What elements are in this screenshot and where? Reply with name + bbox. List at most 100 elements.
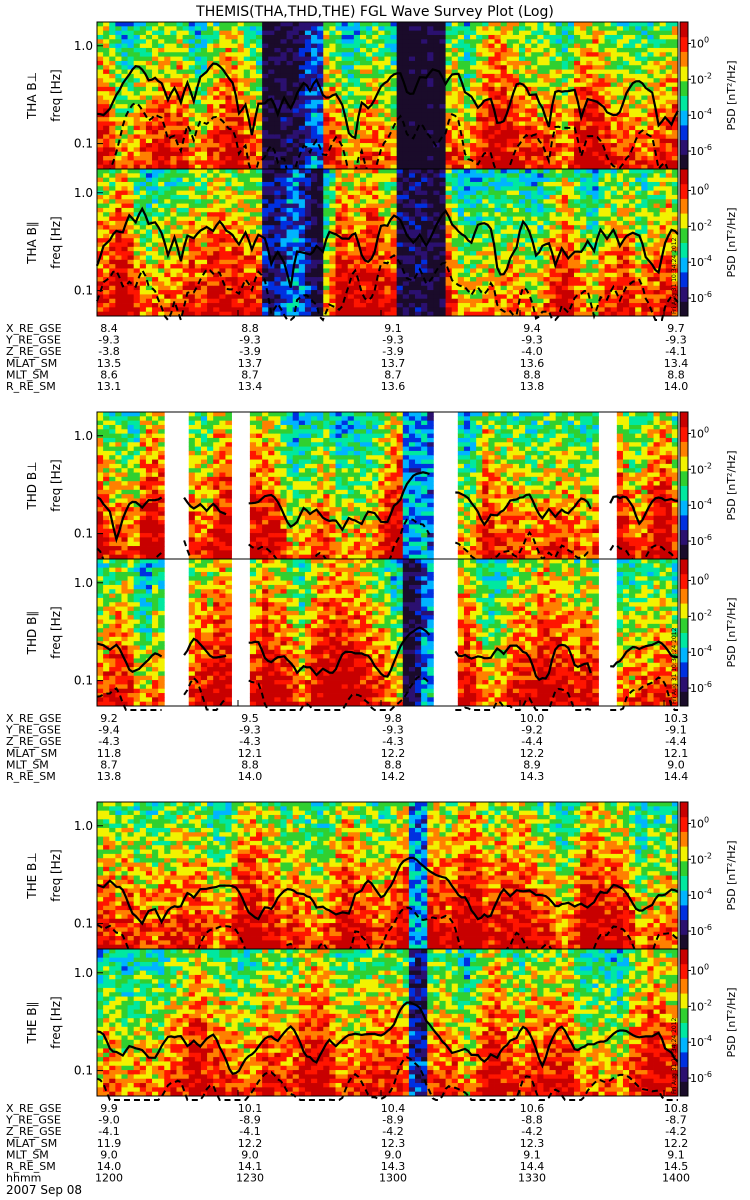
spectrogram-cell xyxy=(555,151,563,157)
spectrogram-cell xyxy=(396,47,404,53)
spectrogram-cell xyxy=(574,22,581,27)
spectrogram-cell xyxy=(164,199,171,204)
spectrogram-cell xyxy=(268,82,275,88)
spectrogram-cell xyxy=(280,251,287,256)
spectrogram-cell xyxy=(286,160,294,166)
spectrogram-cell xyxy=(317,199,324,204)
spectrogram-cell xyxy=(347,229,355,235)
spectrogram-cell xyxy=(384,277,391,282)
spectrogram-cell xyxy=(359,151,367,157)
spectrogram-cell xyxy=(280,294,287,300)
spectrogram-cell xyxy=(470,47,477,53)
spectrogram-cell xyxy=(274,173,281,179)
spectrogram-cell xyxy=(390,52,398,57)
spectrogram-cell xyxy=(512,99,520,105)
spectrogram-cell xyxy=(182,199,190,204)
spectrogram-cell xyxy=(182,173,190,179)
spectrogram-cell xyxy=(158,26,165,32)
spectrogram-cell xyxy=(671,26,679,32)
spectrogram-cell xyxy=(384,272,391,278)
spectrogram-cell xyxy=(109,272,116,278)
spectrogram-cell xyxy=(188,298,196,304)
spectrogram-cell xyxy=(317,203,324,209)
spectrogram-cell xyxy=(574,60,581,66)
spectrogram-cell xyxy=(311,164,318,170)
spectrogram-cell xyxy=(133,186,141,192)
spectrogram-cell xyxy=(335,212,343,217)
spectrogram-cell xyxy=(127,86,135,92)
spectrogram-cell xyxy=(286,156,294,161)
spectrogram-cell xyxy=(347,117,355,122)
spectrogram-cell xyxy=(219,264,226,269)
spectrogram-cell xyxy=(353,268,361,274)
spectrogram-cell xyxy=(103,78,110,83)
spectrogram-cell xyxy=(194,238,202,243)
spectrogram-cell xyxy=(457,60,465,66)
spectrogram-cell xyxy=(219,199,226,204)
spectrogram-cell xyxy=(200,246,208,252)
spectrogram-cell xyxy=(580,65,587,70)
spectrogram-cell xyxy=(347,199,355,204)
spectrogram-cell xyxy=(372,207,379,213)
spectrogram-cell xyxy=(256,203,263,209)
spectrogram-cell xyxy=(390,160,398,166)
spectrogram-cell xyxy=(256,130,263,135)
spectrogram-cell xyxy=(194,311,202,317)
spectrogram-cell xyxy=(647,130,654,135)
spectrogram-cell xyxy=(127,138,135,144)
spectrogram-cell xyxy=(433,134,440,140)
spectrogram-cell xyxy=(304,78,312,83)
spectrogram-cell xyxy=(194,264,202,269)
spectrogram-cell xyxy=(207,285,214,291)
spectrogram-cell xyxy=(323,108,330,114)
spectrogram-cell xyxy=(586,125,593,131)
spectrogram-cell xyxy=(341,26,349,32)
spectrogram-cell xyxy=(433,160,440,166)
spectrogram-cell xyxy=(647,65,654,70)
spectrogram-cell xyxy=(384,30,391,36)
spectrogram-cell xyxy=(616,156,624,161)
spectrogram-cell xyxy=(97,194,104,200)
spectrogram-cell xyxy=(256,238,263,243)
spectrogram-cell xyxy=(323,30,330,36)
spectrogram-cell xyxy=(286,285,294,291)
spectrogram-cell xyxy=(280,112,287,118)
spectrogram-cell xyxy=(366,121,373,127)
spectrogram-cell xyxy=(249,229,257,235)
spectrogram-cell xyxy=(274,104,281,109)
spectrogram-cell xyxy=(531,22,538,27)
spectrogram-cell xyxy=(427,130,434,135)
spectrogram-cell xyxy=(207,156,214,161)
spectrogram-cell xyxy=(531,125,538,131)
spectrogram-cell xyxy=(317,194,324,200)
spectrogram-cell xyxy=(207,130,214,135)
spectrogram-cell xyxy=(298,52,306,57)
spectrogram-cell xyxy=(567,121,575,127)
spectrogram-cell xyxy=(207,225,214,230)
spectrogram-cell xyxy=(641,73,648,79)
spectrogram-cell xyxy=(213,264,220,269)
spectrogram-cell xyxy=(488,95,495,101)
spectrogram-cell xyxy=(415,117,422,122)
spectrogram-cell xyxy=(243,60,251,66)
spectrogram-cell xyxy=(610,134,618,140)
spectrogram-cell xyxy=(415,151,422,157)
spectrogram-cell xyxy=(268,199,275,204)
spectrogram-cell xyxy=(237,259,245,265)
spectrogram-cell xyxy=(170,177,177,183)
spectrogram-cell xyxy=(164,104,171,109)
spectrogram-cell xyxy=(451,125,459,131)
spectrogram-cell xyxy=(213,73,220,79)
spectrogram-cell xyxy=(188,26,196,32)
spectrogram-cell xyxy=(145,138,153,144)
spectrogram-cell xyxy=(561,47,569,53)
spectrogram-cell xyxy=(133,169,141,174)
spectrogram-cell xyxy=(127,108,135,114)
spectrogram-cell xyxy=(317,121,324,127)
spectrogram-cell xyxy=(512,73,520,79)
spectrogram-cell xyxy=(256,242,263,248)
spectrogram-cell xyxy=(518,117,526,122)
spectrogram-cell xyxy=(665,78,673,83)
spectrogram-cell xyxy=(610,99,618,105)
spectrogram-cell xyxy=(103,290,110,295)
